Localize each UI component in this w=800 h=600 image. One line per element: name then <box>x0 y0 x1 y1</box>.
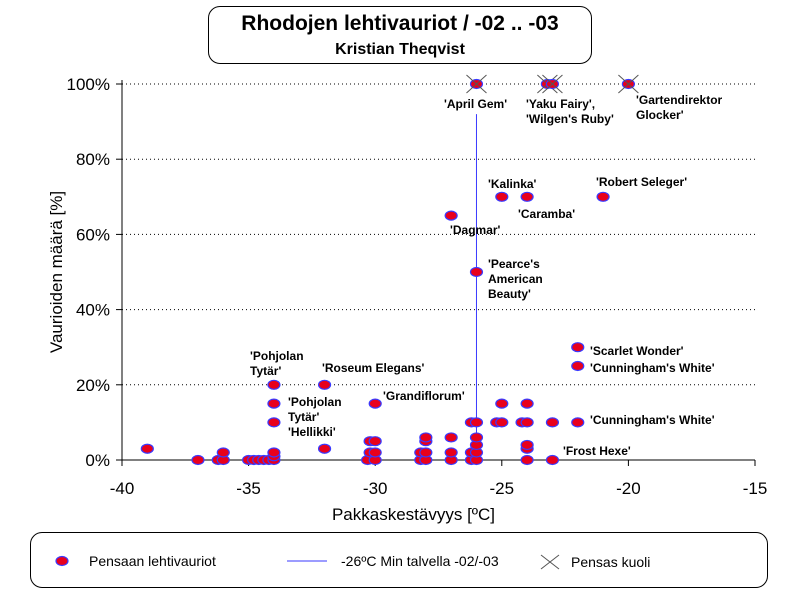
annotation-label: 'Pohjolan Tytär' <box>250 349 304 378</box>
annotation-label: 'Roseum Elegans' <box>322 361 425 375</box>
x-axis-label: Pakkaskestävyys [ºC] <box>332 505 495 524</box>
data-point <box>571 417 585 428</box>
x-tick-label: -20 <box>616 479 641 498</box>
data-point <box>419 432 433 443</box>
cross-marker-icon <box>540 554 560 570</box>
legend-item-damage: Pensaan lehtivauriot <box>55 553 216 569</box>
data-point <box>368 398 382 409</box>
annotation-layer: 'April Gem' 'Yaku Fairy', 'Wilgen's Ruby' '… <box>250 93 723 458</box>
data-point <box>267 447 281 458</box>
data-point <box>216 447 230 458</box>
data-point <box>317 443 332 454</box>
x-tick-label: -35 <box>236 479 261 498</box>
points-layer <box>140 74 639 466</box>
data-point <box>520 439 534 451</box>
data-point <box>469 417 484 428</box>
data-point <box>368 447 382 458</box>
data-point <box>267 398 281 409</box>
annotation-label: 'Grandiflorum' <box>383 389 465 403</box>
legend-label-dead: Pensas kuoli <box>571 554 651 570</box>
legend: Pensaan lehtivauriot -26ºC Min talvella … <box>30 532 768 588</box>
line-marker-icon <box>287 560 327 562</box>
data-point <box>545 454 560 466</box>
data-point <box>191 454 205 466</box>
data-point <box>140 443 154 454</box>
chart-title: Rhodojen lehtivauriot / -02 .. -03 <box>241 12 559 35</box>
data-point <box>444 210 458 221</box>
annotation-label: 'Dagmar' <box>450 223 501 237</box>
x-tick-label: -40 <box>110 479 135 498</box>
legend-item-min-temp: -26ºC Min talvella -02/-03 <box>287 553 499 569</box>
annotation-label: 'Scarlet Wonder' <box>590 344 684 358</box>
y-tick-label: 20% <box>76 376 110 395</box>
x-tick-label: -15 <box>743 479 768 498</box>
annotation-label: 'Caramba' <box>518 207 575 221</box>
dead-cross-mark <box>618 74 639 94</box>
data-point <box>317 379 332 390</box>
legend-label-damage: Pensaan lehtivauriot <box>89 553 216 569</box>
data-point <box>545 417 560 428</box>
annotation-label: 'Frost Hexe' <box>563 444 631 458</box>
annotation-label: 'Kalinka' <box>488 177 537 191</box>
annotation-label: 'Cunningham's White' <box>590 361 715 375</box>
annotation-label: 'Robert Seleger' <box>596 175 687 189</box>
legend-item-dead: Pensas kuoli <box>539 553 650 571</box>
data-point <box>419 447 433 458</box>
annotation-label: 'Cunningham's White' <box>590 413 715 427</box>
data-point <box>520 417 534 428</box>
data-point <box>267 379 281 390</box>
annotation-label: 'Gartendirektor Glocker' <box>636 93 723 122</box>
chart-title-box: Rhodojen lehtivauriot / -02 .. -03 Krist… <box>208 6 592 64</box>
data-point <box>495 417 509 428</box>
y-tick-label: 100% <box>67 75 110 94</box>
legend-label-min-temp: -26ºC Min talvella -02/-03 <box>341 553 499 569</box>
x-tick-label: -25 <box>490 479 515 498</box>
y-tick-label: 40% <box>76 301 110 320</box>
annotation-label: 'Yaku Fairy', 'Wilgen's Ruby' <box>526 97 614 126</box>
grid <box>122 83 755 386</box>
data-point <box>520 398 534 409</box>
data-point <box>444 447 458 458</box>
data-point <box>495 398 509 409</box>
data-point <box>368 436 382 447</box>
y-tick-label: 60% <box>76 225 110 244</box>
data-point <box>267 417 281 428</box>
dead-cross-mark <box>466 74 487 94</box>
data-point <box>520 454 534 466</box>
annotation-label: 'Pohjolan Tytär' 'Hellikki' <box>288 395 342 439</box>
data-point <box>571 360 585 372</box>
data-point <box>571 342 585 353</box>
data-point <box>444 432 458 443</box>
data-point <box>469 266 484 278</box>
y-axis-label: Vaurioiden määrä [%] <box>47 191 66 353</box>
annotation-label: 'April Gem' <box>444 97 507 111</box>
annotation-label: 'Pearce's American Beauty' <box>488 257 543 301</box>
data-point <box>520 191 534 202</box>
dead-cross-mark <box>542 74 563 94</box>
ellipse-marker-icon <box>55 555 69 567</box>
data-point <box>469 432 484 443</box>
y-tick-label: 80% <box>76 150 110 169</box>
y-tick-label: 0% <box>85 451 110 470</box>
chart-subtitle: Kristian Theqvist <box>335 41 465 58</box>
data-point <box>495 191 509 202</box>
x-tick-label: -30 <box>363 479 388 498</box>
axes: 0% 20% 40% 60% 80% 100% -40 -35 -30 -25 -20 -15 Pakk… <box>47 75 767 524</box>
data-point <box>596 191 610 202</box>
